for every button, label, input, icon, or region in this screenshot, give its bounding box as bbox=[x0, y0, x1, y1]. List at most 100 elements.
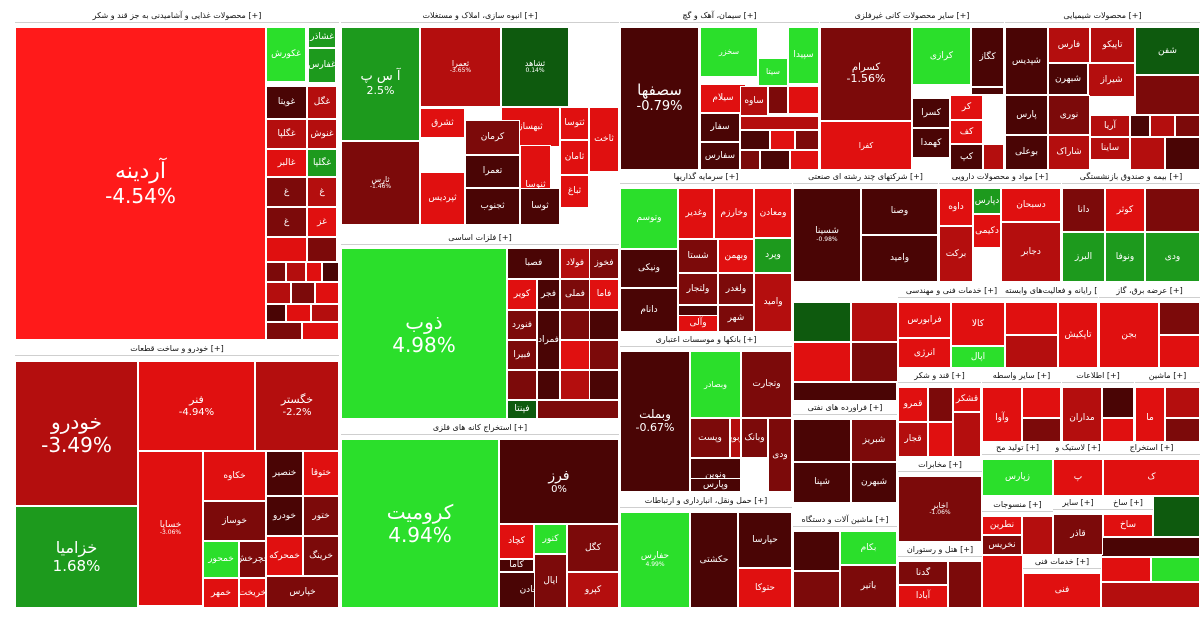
sector-header[interactable]: مواد و محصولات دارویی [+] bbox=[939, 170, 1061, 184]
stock-tile[interactable]: دجابر bbox=[1001, 222, 1061, 282]
stock-tile[interactable]: آریا bbox=[1090, 115, 1130, 137]
sector-header[interactable]: سایر محصولات کانی غیرفلزی [+] bbox=[820, 9, 1004, 23]
sector-header[interactable]: لاستیک و [+] bbox=[1053, 441, 1103, 455]
stock-tile[interactable]: خساپا -3.06% bbox=[138, 451, 203, 606]
stock-tile[interactable]: ولتجار bbox=[678, 273, 718, 305]
stock-tile[interactable]: خپارس bbox=[266, 576, 339, 608]
stock-tile[interactable]: ثباغ bbox=[560, 175, 589, 208]
stock-tile[interactable]: خکاوه bbox=[203, 451, 266, 501]
stock-tile[interactable]: خچرخش bbox=[239, 541, 266, 578]
sector-header[interactable]: فراورده های نفتی [+] bbox=[793, 401, 897, 415]
stock-tile[interactable]: غنوش bbox=[307, 119, 337, 149]
stock-tile[interactable]: کرمان bbox=[465, 120, 520, 155]
sector-header[interactable]: رایانه و فعالیت‌های وابسته [+] bbox=[1005, 284, 1098, 298]
sector-header[interactable]: سیمان، آهک و گچ [+] bbox=[620, 9, 819, 23]
stock-tile[interactable]: فرابورس bbox=[898, 302, 951, 338]
stock-tile[interactable]: وپرد bbox=[754, 238, 792, 273]
sector-header[interactable]: فلزات اساسی [+] bbox=[341, 231, 619, 245]
stock-tile[interactable]: فمراد bbox=[537, 310, 560, 370]
sector-header[interactable]: استخراج کانه های فلزی [+] bbox=[341, 421, 619, 435]
stock-tile[interactable]: وامید bbox=[861, 235, 938, 282]
stock-tile[interactable]: کر bbox=[950, 95, 983, 120]
stock-tile[interactable]: فنی bbox=[1023, 573, 1101, 608]
sector-header[interactable]: ماشین [+] bbox=[1135, 369, 1200, 383]
stock-tile[interactable]: شبریز bbox=[851, 419, 897, 462]
stock-tile[interactable]: فصبا bbox=[507, 248, 560, 279]
sector-header[interactable]: خودرو و ساخت قطعات [+] bbox=[15, 342, 339, 356]
stock-tile[interactable]: خودرو -3.49% bbox=[15, 361, 138, 506]
stock-tile[interactable]: کسرا bbox=[912, 98, 950, 128]
sector-header[interactable]: حمل ونقل، انبارداری و ارتباطات [+] bbox=[620, 494, 792, 508]
stock-tile[interactable]: ثاخت bbox=[589, 107, 619, 172]
stock-tile[interactable]: خریخت bbox=[239, 578, 266, 608]
stock-tile[interactable]: دانام bbox=[620, 288, 678, 332]
stock-tile[interactable]: غ bbox=[266, 177, 307, 207]
stock-tile[interactable]: وتجارت bbox=[741, 351, 792, 418]
stock-tile[interactable]: بجن bbox=[1099, 302, 1159, 368]
stock-tile[interactable]: شسینا -0.98% bbox=[793, 188, 861, 282]
stock-tile[interactable]: کوثر bbox=[1105, 188, 1145, 232]
stock-tile[interactable]: ثامان bbox=[560, 140, 589, 175]
stock-tile[interactable]: فاما bbox=[589, 279, 619, 310]
stock-tile[interactable]: کرازی bbox=[912, 27, 971, 85]
stock-tile[interactable]: اخابر -1.06% bbox=[898, 476, 982, 542]
stock-tile[interactable]: وبانک bbox=[741, 418, 768, 458]
stock-tile[interactable]: کف bbox=[950, 120, 983, 144]
stock-tile[interactable]: کگاز bbox=[971, 27, 1004, 87]
sector-header[interactable]: سرمایه گذاریها [+] bbox=[620, 170, 792, 184]
stock-tile[interactable]: شهر bbox=[718, 305, 754, 332]
stock-tile[interactable]: خزامیا 1.68% bbox=[15, 506, 138, 608]
stock-tile[interactable]: ودی bbox=[1145, 232, 1200, 282]
stock-tile[interactable]: سصفها -0.79% bbox=[620, 27, 699, 170]
stock-tile[interactable]: قاذر bbox=[1053, 514, 1103, 555]
stock-tile[interactable]: باتیر bbox=[840, 565, 897, 608]
stock-tile[interactable]: شپنا bbox=[793, 462, 851, 503]
stock-tile[interactable]: سیتا bbox=[758, 58, 788, 86]
stock-tile[interactable]: ساخ bbox=[1103, 514, 1153, 537]
stock-tile[interactable]: کسرام -1.56% bbox=[820, 27, 912, 121]
stock-tile[interactable]: حتوکا bbox=[738, 568, 792, 608]
stock-tile[interactable]: قمرو bbox=[898, 387, 928, 422]
stock-tile[interactable]: بوعلی bbox=[1005, 135, 1048, 170]
stock-tile[interactable]: ثوسا bbox=[520, 188, 560, 225]
stock-tile[interactable]: وبملت -0.67% bbox=[620, 351, 690, 492]
stock-tile[interactable]: انرژی bbox=[898, 338, 951, 368]
stock-tile[interactable]: ساینا bbox=[1090, 137, 1130, 160]
stock-tile[interactable]: کگل bbox=[567, 524, 619, 572]
stock-tile[interactable]: غفارس bbox=[308, 48, 336, 83]
stock-tile[interactable]: فنر -4.94% bbox=[138, 361, 255, 451]
stock-tile[interactable]: فپنتا bbox=[507, 400, 537, 419]
stock-tile[interactable]: ومعادن bbox=[754, 188, 792, 238]
stock-tile[interactable]: ثارس -1.46% bbox=[341, 141, 420, 225]
stock-tile[interactable]: خمحور bbox=[203, 541, 239, 578]
sector-header[interactable]: عرضه برق، گاز [+] bbox=[1099, 284, 1200, 298]
stock-tile[interactable]: غگل bbox=[307, 86, 337, 119]
sector-header[interactable]: خدمات فنی و مهندسی [+] bbox=[898, 284, 1005, 298]
stock-tile[interactable]: غز bbox=[307, 207, 337, 237]
stock-tile[interactable]: ثشرق bbox=[420, 108, 465, 138]
stock-tile[interactable]: زپارس bbox=[982, 459, 1053, 496]
stock-tile[interactable]: ختوقا bbox=[303, 451, 339, 496]
stock-tile[interactable]: داوه bbox=[939, 188, 973, 226]
sector-header[interactable]: ماشین آلات و دستگاه [+] bbox=[793, 513, 897, 527]
stock-tile[interactable]: ودی bbox=[768, 418, 792, 492]
stock-tile[interactable]: خودرو bbox=[266, 496, 303, 536]
stock-tile[interactable]: ذوب 4.98% bbox=[341, 248, 507, 419]
sector-header[interactable]: ساخ [+] bbox=[1103, 496, 1153, 510]
stock-tile[interactable]: فولاد bbox=[560, 248, 590, 279]
stock-tile[interactable]: ثجنوب bbox=[465, 188, 520, 225]
sector-header[interactable]: محصولات شیمیایی [+] bbox=[1005, 9, 1200, 23]
stock-tile[interactable]: خنصیر bbox=[266, 451, 303, 496]
stock-tile[interactable]: پارس bbox=[1005, 95, 1048, 135]
sector-header[interactable]: مخابرات [+] bbox=[898, 458, 982, 472]
stock-tile[interactable]: ک bbox=[1103, 459, 1200, 496]
stock-tile[interactable]: ونوفا bbox=[1105, 232, 1145, 282]
stock-tile[interactable]: وپارس bbox=[690, 478, 741, 492]
stock-tile[interactable]: تاپیکو bbox=[1090, 27, 1135, 63]
stock-tile[interactable]: پ bbox=[1053, 459, 1103, 496]
sector-header[interactable]: استخراج [+] bbox=[1103, 441, 1200, 455]
stock-tile[interactable]: فملی bbox=[560, 279, 590, 310]
stock-tile[interactable]: ثتوسا bbox=[560, 107, 589, 140]
stock-tile[interactable]: غویتا bbox=[266, 86, 307, 119]
stock-tile[interactable]: سخزر bbox=[700, 27, 758, 77]
